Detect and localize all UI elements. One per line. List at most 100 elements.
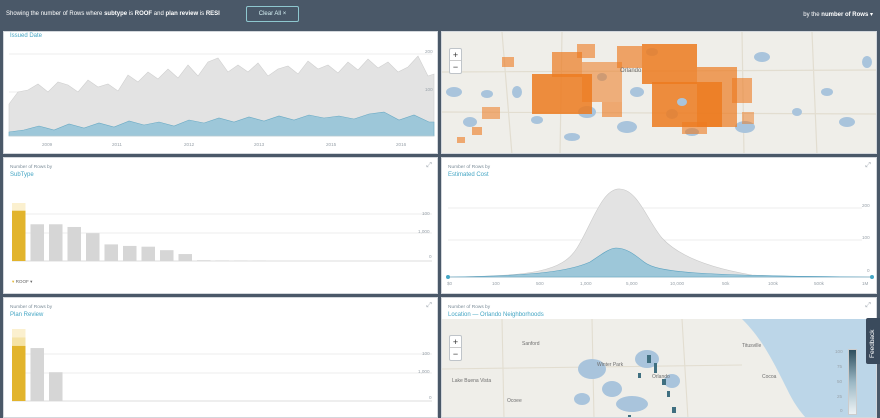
panel-plan-review: Number of Rows by Plan Review ⤢ 100 1,00… (3, 297, 438, 418)
bar[interactable] (30, 224, 45, 261)
map-place-label: Cocoa (762, 374, 777, 380)
zoom-control: + − (449, 48, 462, 74)
bar[interactable] (49, 372, 63, 401)
bar[interactable] (30, 348, 45, 401)
legend-label: 75 (837, 364, 843, 369)
map-place-label: Winter Park (597, 362, 624, 368)
clear-all-button[interactable]: Clear All × (246, 6, 299, 22)
location-map[interactable] (442, 319, 877, 418)
y-tick-label: 100 (422, 351, 430, 356)
y-tick-label: 200 (425, 49, 433, 54)
panel-caption: Number of Rows by (448, 165, 491, 170)
panel-location: Number of Rows by Location — Orlando Nei… (441, 297, 877, 418)
selected-bar[interactable] (12, 210, 26, 261)
expand-icon[interactable]: ⤢ (865, 162, 871, 169)
zoom-in-button[interactable]: + (450, 49, 461, 61)
y-tick-label: 0 (429, 254, 432, 259)
bar[interactable] (104, 244, 119, 261)
y-tick-label: 100 (422, 211, 430, 216)
y-tick-label: 0 (867, 268, 870, 273)
panel-title: Location — Orlando Neighborhoods (448, 312, 544, 318)
expand-icon[interactable]: ⤢ (426, 162, 432, 169)
panel-caption: Number of Rows by (10, 165, 53, 170)
plan-review-bar-chart[interactable] (4, 298, 438, 418)
selected-density (447, 247, 873, 278)
cost-distribution-chart[interactable] (442, 158, 877, 294)
panel-title: Estimated Cost (448, 172, 489, 178)
expand-icon[interactable]: ⤢ (426, 302, 432, 309)
legend-label: 0 (840, 408, 843, 413)
x-tick-label: 1,000 (580, 281, 592, 286)
panel-title: Plan Review (10, 312, 44, 318)
bar[interactable] (49, 224, 63, 261)
filter-bar: Showing the number of Rows where subtype… (0, 0, 880, 30)
x-tick-label: 10,000 (670, 281, 685, 286)
selected-area (8, 111, 435, 137)
x-tick-label: 2015 (326, 142, 337, 147)
y-tick-label: 1,000 (418, 229, 430, 234)
panel-estimated-cost: Number of Rows by Estimated Cost ⤢ 200 1… (441, 157, 877, 294)
map-place-label: Orlando (652, 374, 670, 380)
x-tick-label: 100 (492, 281, 500, 286)
chevron-down-icon: ▾ (869, 12, 873, 18)
legend-label: 50 (837, 379, 843, 384)
roof-map[interactable] (442, 32, 877, 154)
bar[interactable] (123, 245, 137, 261)
x-tick-label: $0 (447, 281, 453, 286)
x-tick-label: 2012 (184, 142, 195, 147)
map-place-label: Titusville (742, 343, 762, 349)
panel-subtype: Number of Rows by SubType ⤢ 100 1,000 0 … (3, 157, 438, 294)
x-tick-label: 5,000 (626, 281, 638, 286)
panel-roof-map[interactable]: Orlando + − (441, 31, 877, 154)
zoom-control: + − (449, 335, 462, 361)
selected-bar[interactable] (12, 345, 26, 401)
filter-description: Showing the number of Rows where subtype… (6, 11, 220, 17)
x-tick-label: 50k (722, 281, 730, 286)
pin-icon: ▾ (12, 279, 15, 284)
x-tick-label: 100k (768, 281, 778, 286)
x-tick-label: 1M (862, 281, 869, 286)
panel-title: SubType (10, 172, 34, 178)
bar[interactable] (141, 246, 156, 261)
bar[interactable] (197, 260, 211, 261)
y-tick-label: 100 (425, 87, 433, 92)
subtype-bar-chart[interactable] (4, 158, 438, 294)
chevron-down-icon: ▾ (30, 279, 33, 284)
panel-caption: Number of Rows by (448, 305, 491, 310)
timeline-chart[interactable] (4, 32, 438, 154)
map-place-label: Lake Buena Vista (452, 378, 492, 384)
bar[interactable] (67, 226, 82, 261)
bar[interactable] (178, 254, 193, 261)
y-tick-label: 1,000 (418, 369, 430, 374)
expand-icon[interactable]: ⤢ (865, 302, 871, 309)
total-density (447, 188, 873, 278)
zoom-in-button[interactable]: + (450, 336, 461, 348)
map-place-label: Sanford (522, 341, 540, 347)
x-tick-label: 2009 (42, 142, 53, 147)
total-area (8, 55, 435, 137)
zoom-out-button[interactable]: − (452, 349, 459, 359)
legend-label: 100 (835, 349, 843, 354)
x-tick-label: 2016 (396, 142, 407, 147)
y-tick-label: 100 (862, 235, 870, 240)
selected-category-label[interactable]: ▾ ROOF ▾ (12, 279, 33, 284)
feedback-tab[interactable]: Feedback (866, 318, 880, 364)
x-tick-label: 500k (814, 281, 824, 286)
y-tick-label: 200 (862, 203, 870, 208)
color-legend (848, 349, 857, 415)
bar[interactable] (86, 233, 100, 261)
panel-caption: Number of Rows by (10, 305, 53, 310)
bar[interactable] (160, 250, 174, 261)
map-place-label: Ocoee (507, 398, 522, 404)
sort-selector[interactable]: by the number of Rows ▾ (803, 12, 873, 18)
zoom-out-button[interactable]: − (452, 62, 459, 72)
bar[interactable] (215, 260, 230, 261)
x-tick-label: 2013 (254, 142, 265, 147)
x-tick-label: 500 (536, 281, 544, 286)
panel-issued-date: Issued Date 200 100 2009 2011 2012 2013 … (3, 31, 438, 154)
close-icon: × (282, 11, 287, 17)
legend-label: 25 (837, 394, 843, 399)
panel-title: Issued Date (10, 33, 43, 39)
y-tick-label: 0 (429, 395, 432, 400)
x-tick-label: 2011 (112, 142, 122, 147)
